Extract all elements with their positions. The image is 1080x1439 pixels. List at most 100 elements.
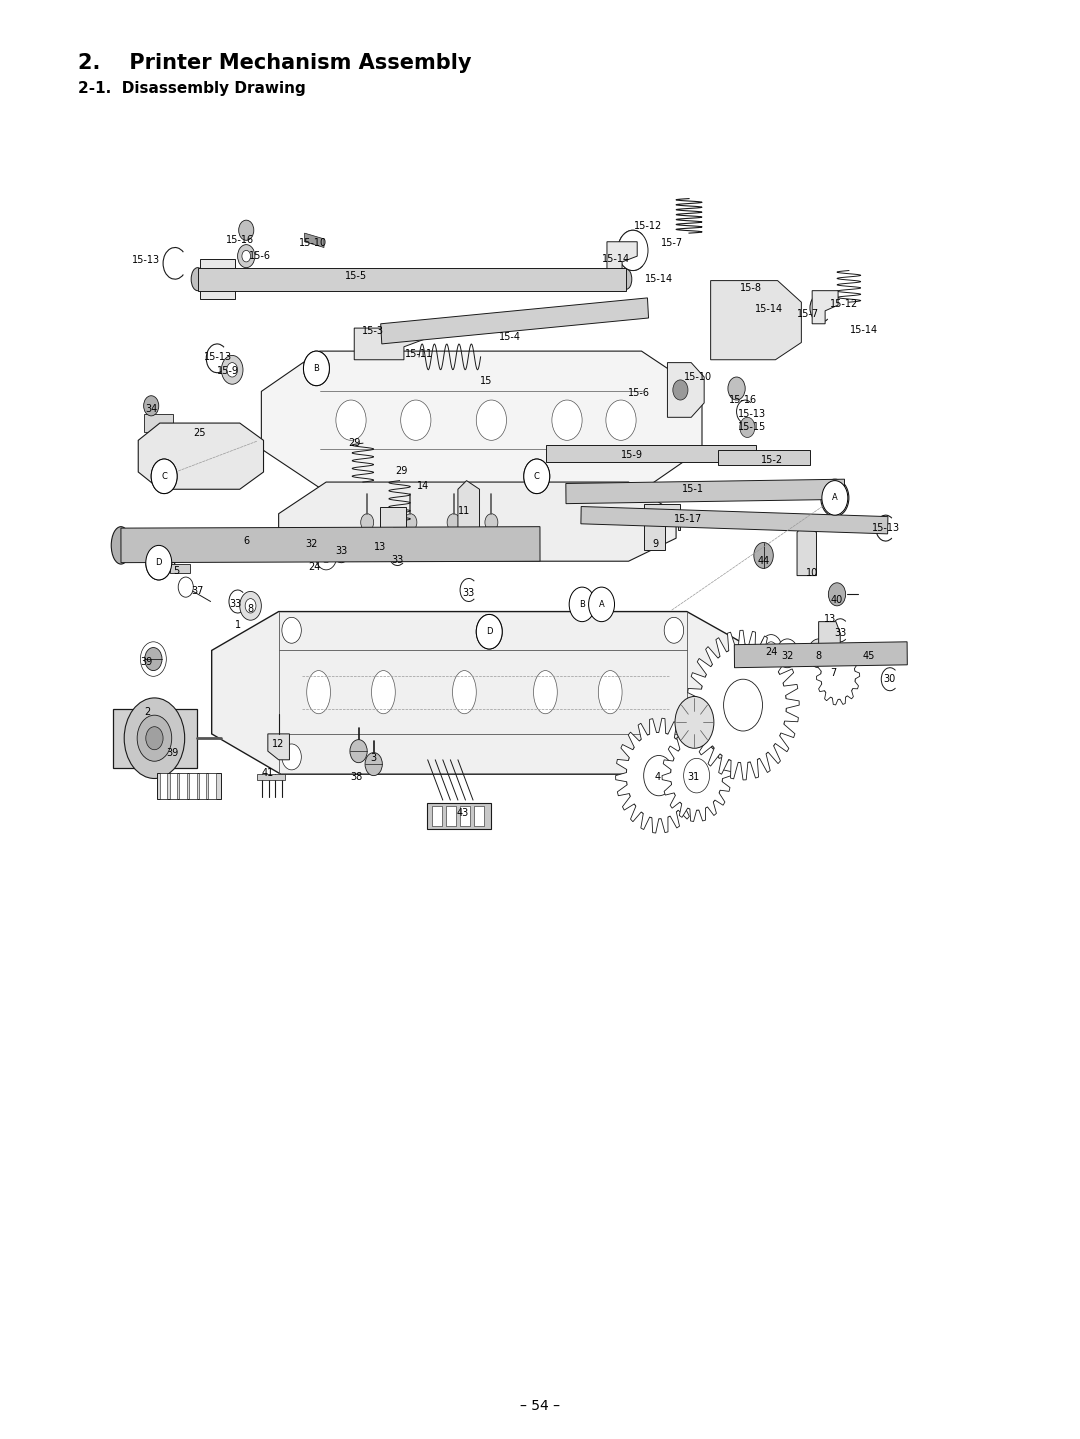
Polygon shape — [261, 351, 702, 489]
Circle shape — [146, 727, 163, 750]
Text: A: A — [832, 494, 838, 502]
Polygon shape — [432, 806, 442, 826]
Ellipse shape — [372, 671, 395, 714]
Circle shape — [151, 459, 177, 494]
Text: 24: 24 — [765, 648, 778, 656]
Text: 33: 33 — [391, 555, 404, 564]
Circle shape — [821, 479, 849, 517]
Polygon shape — [279, 482, 676, 561]
Ellipse shape — [191, 268, 204, 291]
Polygon shape — [170, 564, 190, 573]
Polygon shape — [460, 806, 470, 826]
Circle shape — [589, 587, 615, 622]
Circle shape — [300, 530, 322, 558]
Circle shape — [485, 514, 498, 531]
Polygon shape — [546, 445, 756, 462]
Circle shape — [570, 589, 594, 620]
Circle shape — [137, 715, 172, 761]
Text: 4: 4 — [654, 773, 661, 781]
Text: 33: 33 — [229, 600, 242, 609]
Text: 33: 33 — [834, 629, 847, 637]
Text: 15-3: 15-3 — [362, 327, 383, 335]
Text: 1: 1 — [234, 620, 241, 629]
Text: 15-13: 15-13 — [738, 410, 766, 419]
Text: 15-6: 15-6 — [629, 389, 650, 397]
Text: 24: 24 — [308, 563, 321, 571]
Polygon shape — [212, 612, 756, 774]
Circle shape — [766, 642, 777, 656]
Text: 2-1.  Disassembly Drawing: 2-1. Disassembly Drawing — [78, 81, 306, 95]
Circle shape — [728, 377, 745, 400]
Circle shape — [151, 459, 177, 494]
Text: B: B — [579, 600, 585, 609]
Circle shape — [321, 548, 332, 563]
Circle shape — [828, 583, 846, 606]
Text: 11: 11 — [458, 507, 471, 515]
Polygon shape — [200, 259, 235, 299]
Polygon shape — [144, 414, 173, 432]
Circle shape — [476, 400, 507, 440]
Polygon shape — [711, 281, 801, 360]
Text: C: C — [161, 472, 167, 481]
Polygon shape — [662, 730, 731, 822]
Polygon shape — [812, 291, 838, 324]
Text: 15-12: 15-12 — [634, 222, 662, 230]
Circle shape — [684, 758, 710, 793]
Text: 15-12: 15-12 — [831, 299, 859, 308]
Text: 15-14: 15-14 — [850, 325, 878, 334]
Text: B: B — [313, 364, 320, 373]
Circle shape — [626, 732, 691, 819]
Circle shape — [782, 646, 793, 661]
Text: 9: 9 — [652, 540, 659, 548]
Polygon shape — [121, 527, 540, 563]
Text: 25: 25 — [193, 429, 206, 437]
Text: 14: 14 — [417, 482, 430, 491]
Text: 15-16: 15-16 — [226, 236, 254, 245]
Ellipse shape — [307, 671, 330, 714]
Polygon shape — [819, 622, 840, 659]
Text: 3: 3 — [370, 754, 377, 763]
Text: 15-13: 15-13 — [872, 524, 900, 532]
Ellipse shape — [111, 527, 131, 564]
Polygon shape — [170, 773, 177, 799]
Polygon shape — [189, 773, 197, 799]
Text: 15-1: 15-1 — [683, 485, 704, 494]
Circle shape — [361, 514, 374, 531]
Polygon shape — [138, 423, 264, 489]
Text: 15: 15 — [480, 377, 492, 386]
Polygon shape — [644, 504, 680, 550]
Circle shape — [664, 744, 684, 770]
Circle shape — [569, 587, 595, 622]
Text: 32: 32 — [305, 540, 318, 548]
Text: 29: 29 — [395, 466, 408, 475]
Circle shape — [239, 220, 254, 240]
Circle shape — [315, 541, 337, 570]
Circle shape — [303, 351, 329, 386]
Circle shape — [144, 396, 159, 416]
Circle shape — [238, 245, 255, 268]
Text: 6: 6 — [243, 537, 249, 545]
Text: 15-14: 15-14 — [645, 275, 673, 283]
Polygon shape — [667, 363, 704, 417]
Text: 33: 33 — [462, 589, 475, 597]
Text: 39: 39 — [166, 748, 179, 757]
Circle shape — [675, 696, 714, 748]
Polygon shape — [797, 524, 816, 576]
Text: 43: 43 — [456, 809, 469, 817]
Circle shape — [821, 653, 855, 699]
Text: A: A — [598, 600, 605, 609]
Text: 37: 37 — [191, 587, 204, 596]
Text: 15-9: 15-9 — [621, 450, 643, 459]
Text: – 54 –: – 54 – — [519, 1399, 561, 1413]
Text: 15-10: 15-10 — [299, 239, 327, 248]
Text: 15-17: 15-17 — [674, 515, 702, 524]
Circle shape — [350, 740, 367, 763]
Polygon shape — [816, 648, 860, 705]
Circle shape — [754, 543, 773, 568]
Circle shape — [306, 537, 316, 551]
Circle shape — [664, 617, 684, 643]
Circle shape — [808, 639, 829, 668]
Polygon shape — [718, 450, 810, 465]
Text: 13: 13 — [824, 614, 837, 623]
Text: 38: 38 — [350, 773, 363, 781]
